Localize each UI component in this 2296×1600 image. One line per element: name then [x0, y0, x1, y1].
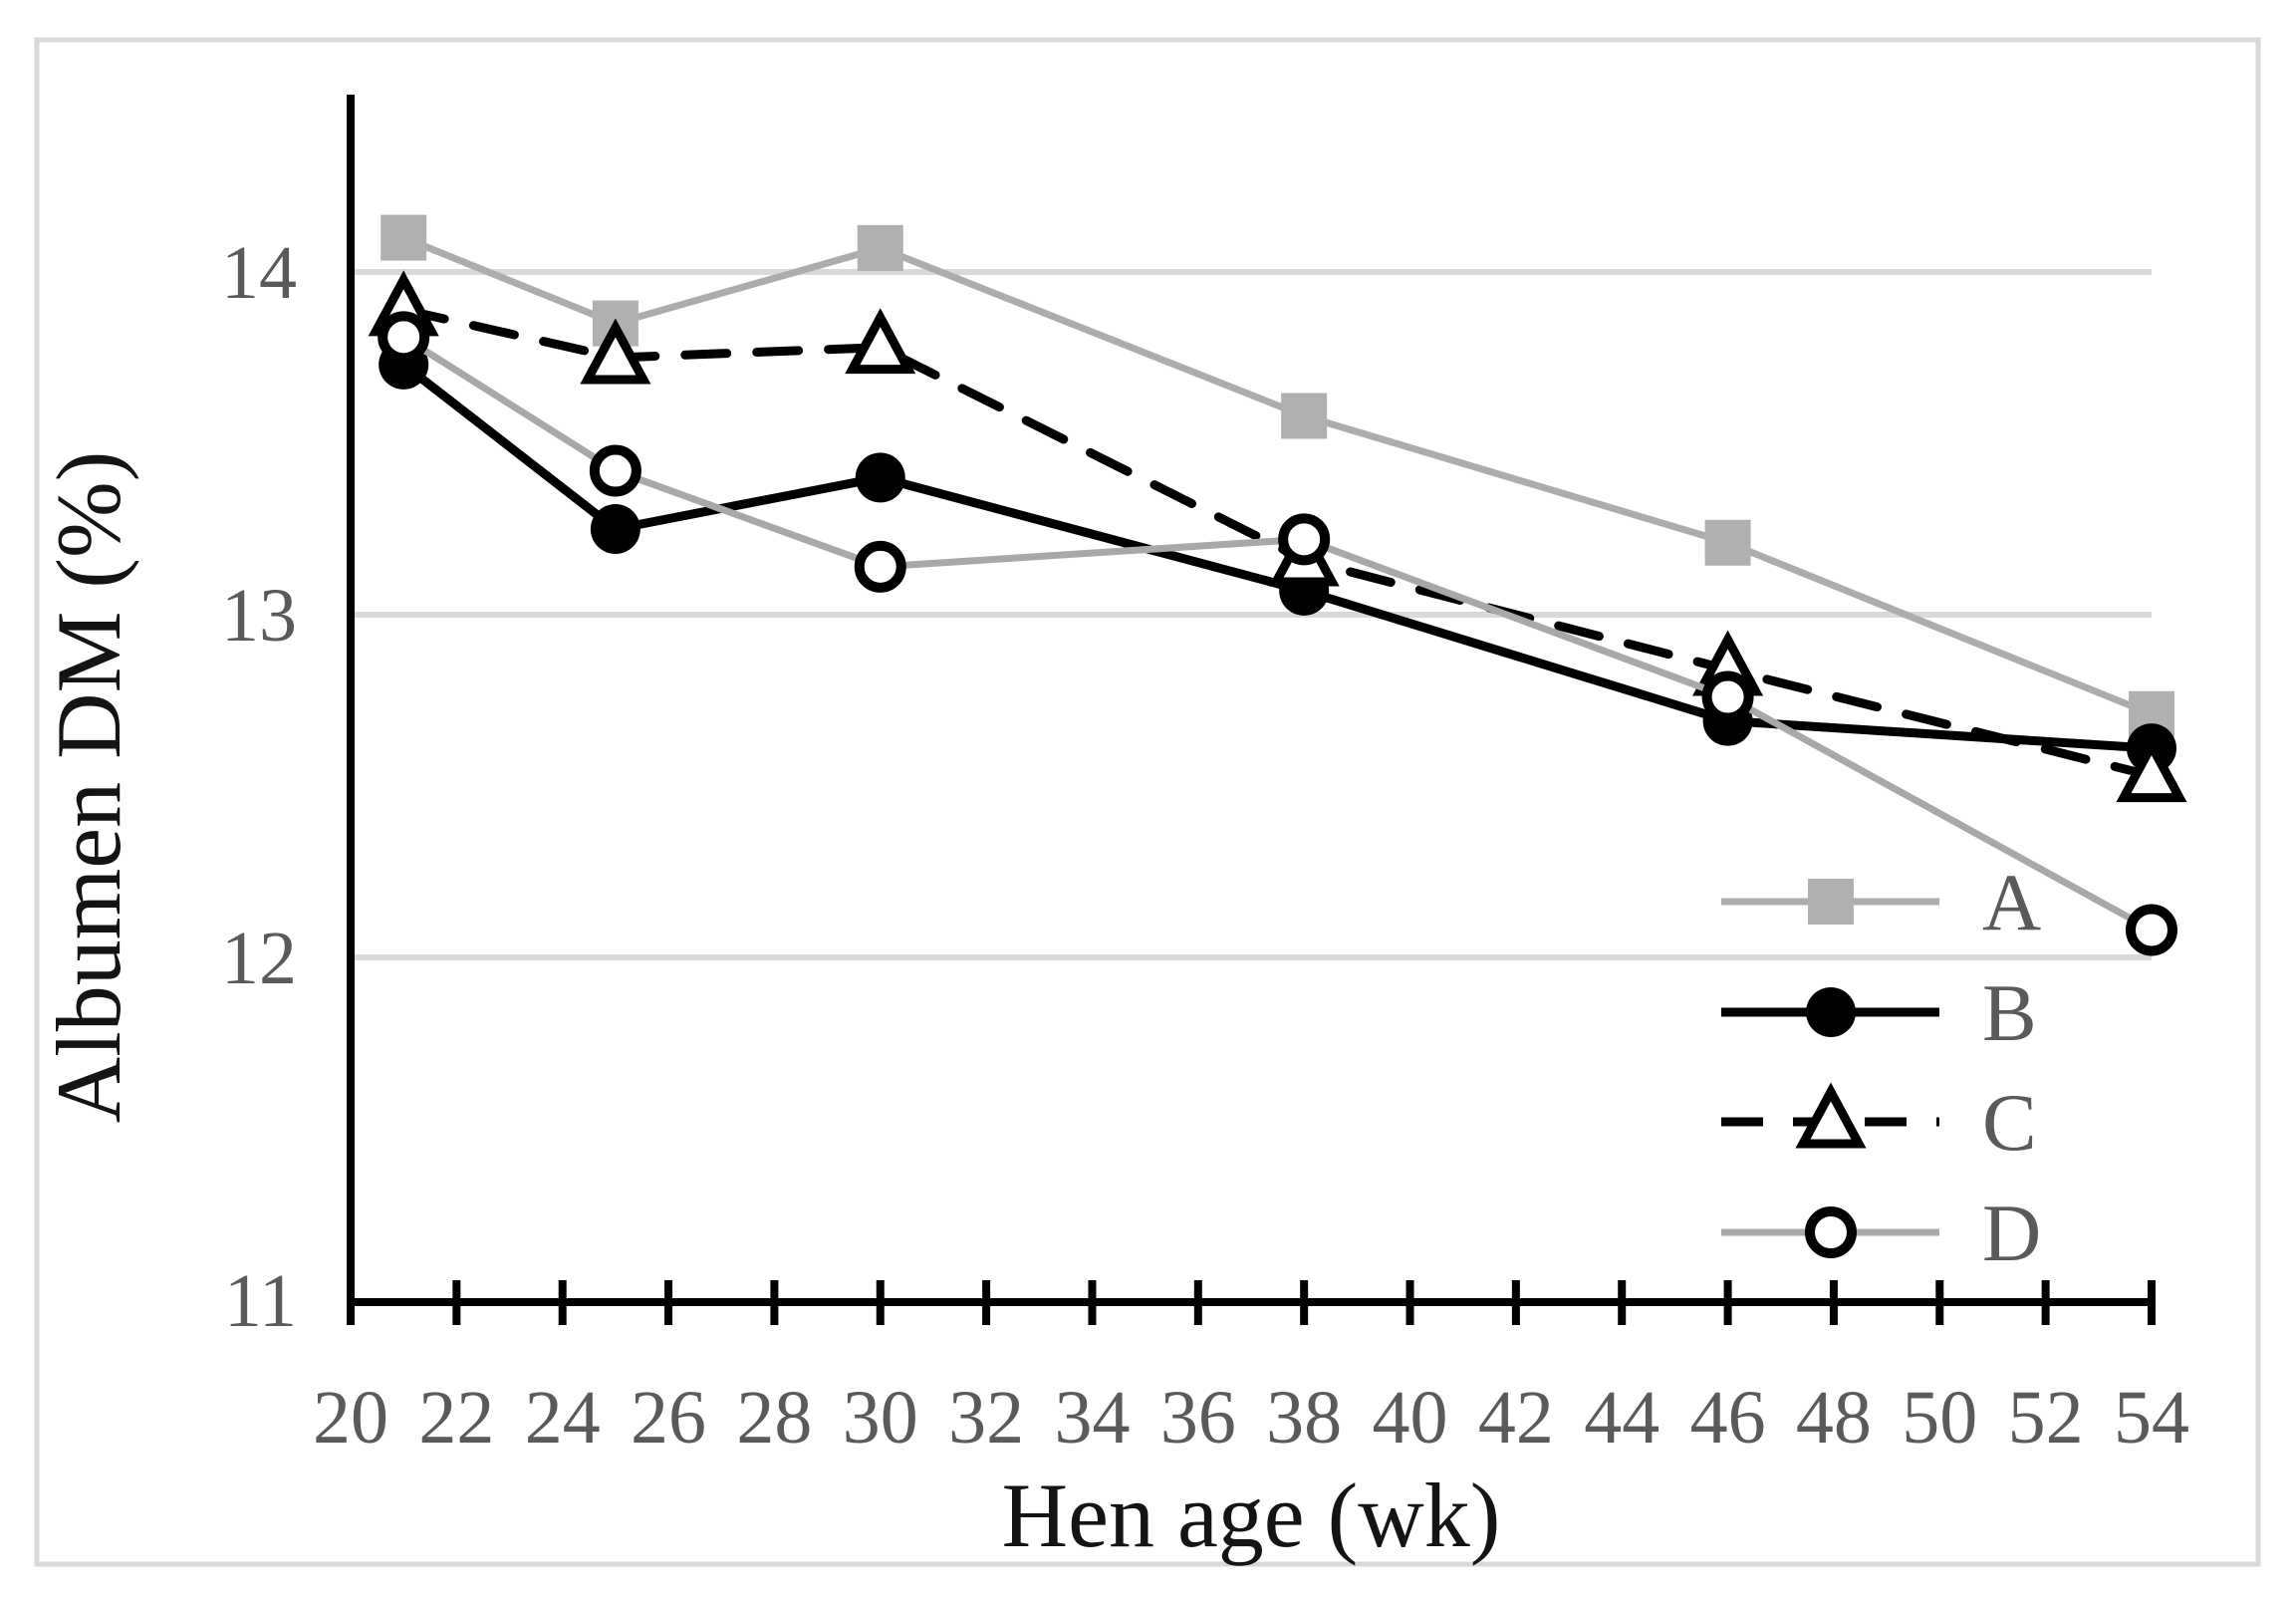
series-C-marker-54 — [2116, 736, 2187, 803]
x-tick-label-28: 28 — [736, 1376, 812, 1460]
y-tick-label-14: 14 — [221, 231, 297, 315]
series-D-marker-46 — [1701, 670, 1754, 723]
y-tick-label-11: 11 — [224, 1259, 297, 1343]
x-tick-label-24: 24 — [525, 1376, 601, 1460]
x-tick-label-30: 30 — [843, 1376, 918, 1460]
x-tick-label-46: 46 — [1690, 1376, 1766, 1460]
legend-item-B: B — [1721, 967, 2037, 1058]
series-D-marker-38 — [1278, 513, 1331, 566]
x-tick-label-42: 42 — [1478, 1376, 1554, 1460]
series-A-marker-38 — [1281, 393, 1328, 439]
series-D-marker-25 — [589, 444, 641, 497]
x-tick-label-26: 26 — [631, 1376, 706, 1460]
series-B-marker-30 — [855, 452, 905, 503]
x-tick-label-48: 48 — [1796, 1376, 1872, 1460]
series-C-line — [398, 305, 2157, 781]
x-tick-label-50: 50 — [1902, 1376, 1977, 1460]
legend-marker-D — [1805, 1206, 1857, 1258]
legend-marker-C — [1795, 1082, 1867, 1149]
series-D-line — [399, 333, 2156, 933]
series-C-marker-30 — [845, 308, 916, 375]
series-D — [378, 311, 2177, 956]
x-tick-label-32: 32 — [948, 1376, 1024, 1460]
x-tick-label-22: 22 — [418, 1376, 494, 1460]
legend-marker-B — [1806, 987, 1856, 1037]
series-A-marker-30 — [857, 224, 903, 271]
legend-item-A: A — [1721, 857, 2041, 947]
series-B-marker-25 — [590, 504, 640, 554]
series-A-line — [399, 234, 2156, 718]
series-D-marker-21 — [378, 311, 430, 364]
series-D-marker-54 — [2125, 904, 2177, 956]
x-tick-label-36: 36 — [1160, 1376, 1236, 1460]
y-axis-title: Albumen DM (%) — [38, 451, 139, 1124]
series-A-marker-46 — [1704, 519, 1751, 566]
x-tick-label-38: 38 — [1266, 1376, 1342, 1460]
series-B-line — [398, 360, 2157, 753]
axes: 20 22 24 26 28 30 32 34 36 38 40 42 44 46 48 50 52 54 11 12… — [221, 95, 2189, 1460]
x-tick-label-44: 44 — [1584, 1376, 1659, 1460]
y-tick-label-12: 12 — [221, 917, 297, 1000]
legend-item-C: C — [1721, 1077, 2037, 1168]
legend-marker-A — [1808, 879, 1854, 925]
x-tick-label-34: 34 — [1054, 1376, 1130, 1460]
x-axis-title: Hen age (wk) — [1002, 1465, 1501, 1566]
x-tick-label-52: 52 — [2008, 1376, 2084, 1460]
series-C-marker-25 — [580, 318, 651, 385]
series-A — [381, 214, 2174, 737]
x-tick-label-40: 40 — [1373, 1376, 1448, 1460]
legend-label-A: A — [1982, 857, 2041, 947]
legend-item-D: D — [1721, 1188, 2041, 1278]
legend-label-D: D — [1982, 1188, 2041, 1278]
series-D-marker-30 — [854, 540, 906, 593]
x-tick-label-20: 20 — [313, 1376, 388, 1460]
legend-label-C: C — [1982, 1077, 2037, 1168]
y-tick-label-13: 13 — [221, 574, 297, 658]
legend-label-B: B — [1982, 967, 2037, 1058]
gridlines — [351, 269, 2152, 960]
x-tick-label-54: 54 — [2114, 1376, 2189, 1460]
data-series — [368, 214, 2187, 956]
series-A-marker-21 — [381, 214, 427, 261]
